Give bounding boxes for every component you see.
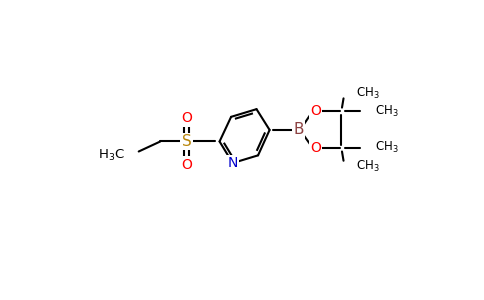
Text: H$_3$C: H$_3$C [98, 148, 125, 163]
Text: CH$_3$: CH$_3$ [356, 159, 379, 174]
Text: O: O [181, 111, 192, 125]
Text: O: O [181, 158, 192, 172]
Text: S: S [182, 134, 191, 149]
Text: B: B [294, 122, 304, 137]
Text: CH$_3$: CH$_3$ [375, 104, 399, 119]
Text: CH$_3$: CH$_3$ [375, 140, 399, 155]
Text: N: N [227, 156, 238, 170]
Text: O: O [310, 104, 321, 118]
Text: O: O [310, 141, 321, 155]
Text: CH$_3$: CH$_3$ [356, 85, 379, 100]
